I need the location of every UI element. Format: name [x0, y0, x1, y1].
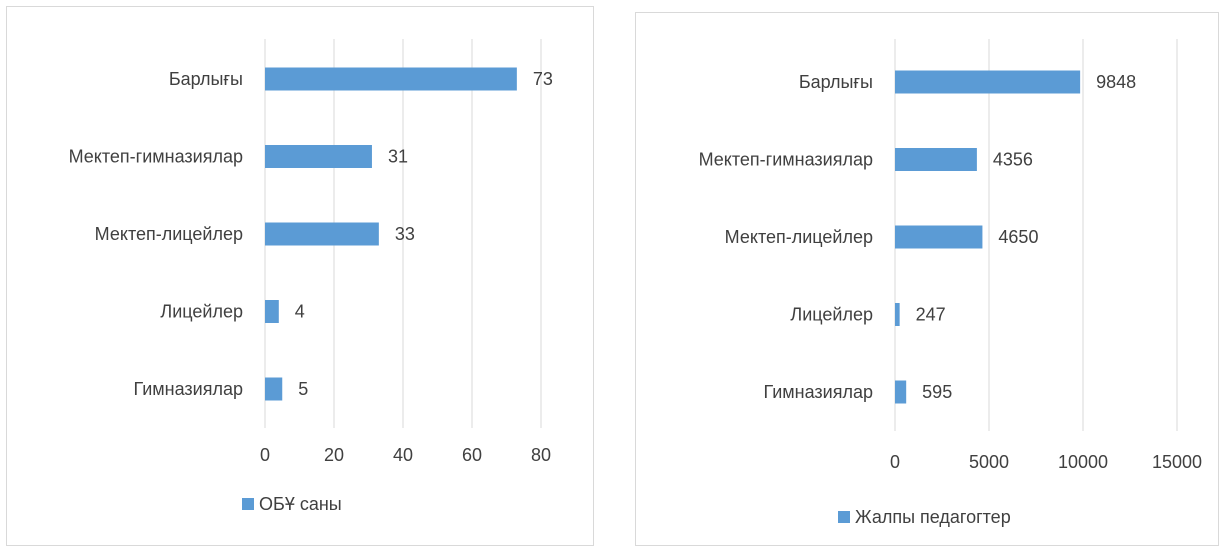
right-tick-label: 5000 — [969, 452, 1009, 472]
left-bar — [265, 300, 279, 323]
right-data-label: 4356 — [993, 150, 1033, 170]
left-bar — [265, 377, 283, 401]
left-category-label: Барлығы — [169, 69, 243, 89]
right-bar — [895, 225, 983, 249]
right-bar — [895, 303, 900, 326]
left-data-label: 31 — [388, 147, 408, 167]
chart-organizations-svg: 0 20 40 60 80 Барлығы 73 Мектеп-гимназиялар 31 Ме… — [69, 39, 553, 514]
right-category-label: Барлығы — [799, 72, 873, 92]
right-bar — [895, 148, 977, 171]
left-category-label: Мектеп-гимназиялар — [69, 147, 243, 167]
right-tick-label: 0 — [890, 452, 900, 472]
right-bar — [895, 380, 907, 404]
right-category-label: Мектеп-гимназиялар — [699, 150, 873, 170]
chart-teachers-total: 0 5000 10000 15000 Барлығы 9848 Мектеп-гимнази… — [635, 12, 1219, 546]
left-category-label: Лицейлер — [160, 302, 243, 322]
right-data-label: 595 — [922, 382, 952, 402]
right-legend-swatch — [838, 511, 850, 523]
left-legend-label: ОБҰ саны — [259, 494, 342, 514]
left-tick-label: 40 — [393, 445, 413, 465]
left-bar — [265, 222, 379, 246]
right-data-label: 247 — [916, 305, 946, 325]
left-category-label: Мектеп-лицейлер — [95, 224, 243, 244]
left-tick-label: 0 — [260, 445, 270, 465]
right-category-label: Мектеп-лицейлер — [725, 227, 873, 247]
chart-organizations-count: 0 20 40 60 80 Барлығы 73 Мектеп-гимназиялар 31 Ме… — [6, 6, 594, 546]
left-tick-label: 20 — [324, 445, 344, 465]
right-data-label: 9848 — [1096, 72, 1136, 92]
left-data-label: 5 — [298, 379, 308, 399]
left-data-label: 4 — [295, 302, 305, 322]
left-legend-swatch — [242, 498, 254, 510]
chart-teachers-svg: 0 5000 10000 15000 Барлығы 9848 Мектеп-гимнази… — [699, 39, 1202, 527]
right-data-label: 4650 — [998, 227, 1038, 247]
right-tick-label: 15000 — [1152, 452, 1202, 472]
right-bar — [895, 70, 1081, 94]
right-legend-label: Жалпы педагогтер — [855, 507, 1011, 527]
left-category-label: Гимназиялар — [134, 379, 244, 399]
left-tick-label: 80 — [531, 445, 551, 465]
left-data-label: 73 — [533, 69, 553, 89]
right-category-label: Гимназиялар — [764, 382, 874, 402]
left-data-label: 33 — [395, 224, 415, 244]
right-tick-label: 10000 — [1058, 452, 1108, 472]
right-category-label: Лицейлер — [790, 305, 873, 325]
left-bar — [265, 67, 517, 91]
left-tick-label: 60 — [462, 445, 482, 465]
left-bar — [265, 145, 372, 168]
